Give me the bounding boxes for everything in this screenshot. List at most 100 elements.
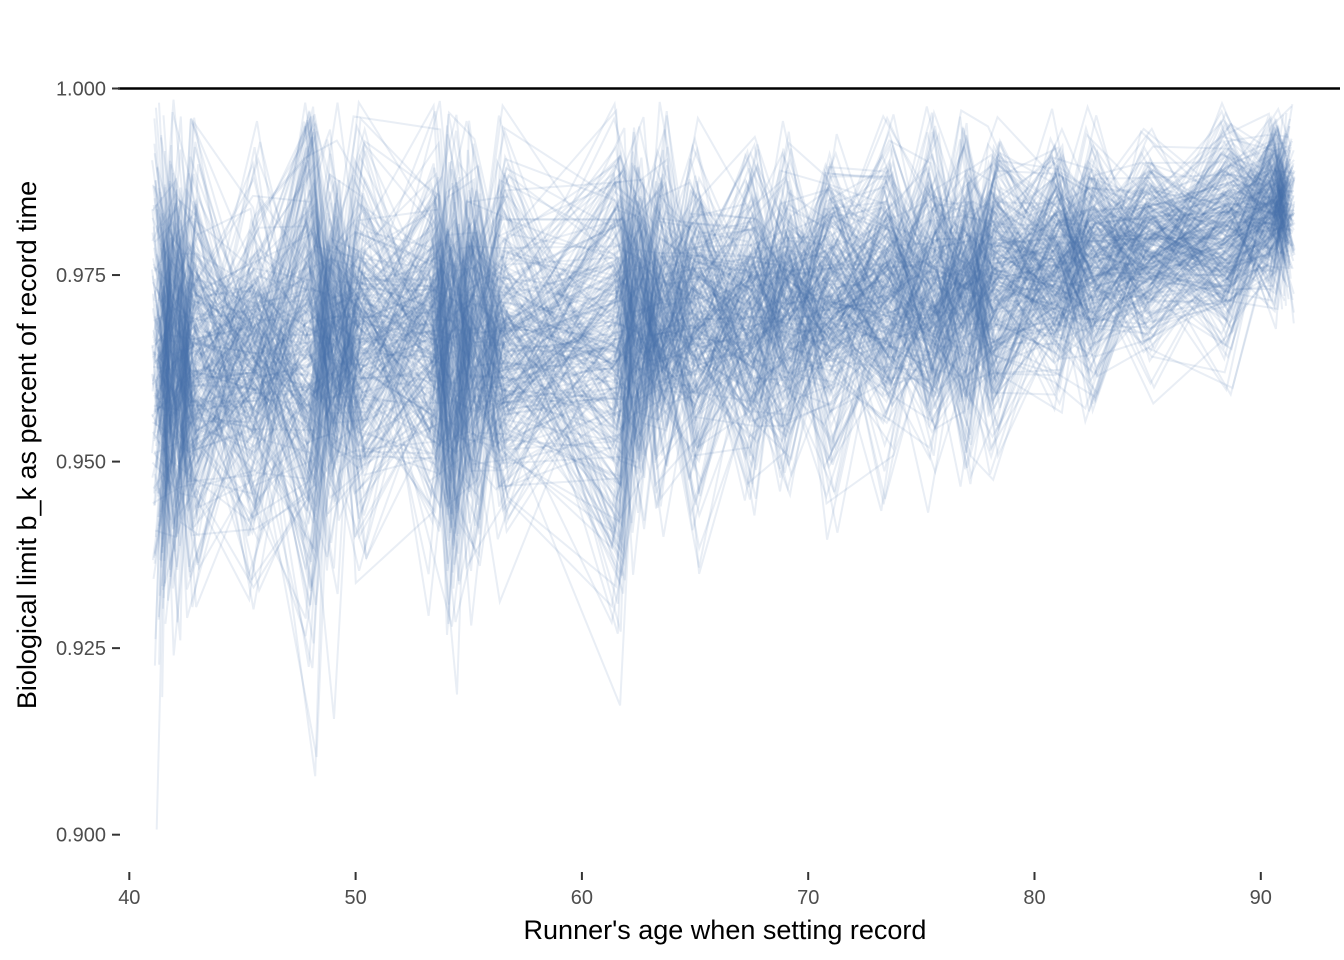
series-line (161, 153, 1290, 590)
series-line (162, 103, 1287, 497)
series-line (162, 122, 1291, 480)
series-line (152, 159, 1284, 464)
series-line (159, 166, 1284, 491)
series-line (154, 172, 1296, 541)
series-line (162, 135, 1294, 513)
series-line (163, 175, 1286, 507)
series-line (152, 134, 1290, 526)
series-line (159, 108, 1283, 544)
series-line (160, 168, 1288, 514)
series-line (154, 161, 1294, 513)
series-line (161, 138, 1284, 499)
series-line (154, 160, 1291, 485)
series-line (156, 139, 1284, 494)
series-line (158, 151, 1295, 526)
series-line (163, 158, 1289, 558)
series-line (157, 151, 1290, 528)
series-line (164, 138, 1286, 546)
series-line (162, 183, 1293, 530)
series-line (160, 153, 1284, 457)
series-line (161, 146, 1285, 553)
series-line (151, 131, 1286, 481)
series-line (161, 136, 1292, 587)
series-line (159, 140, 1286, 467)
series-line (162, 175, 1289, 601)
series-line (160, 122, 1285, 436)
series-line (160, 119, 1288, 422)
series-line (156, 108, 1286, 468)
series-line (163, 156, 1286, 526)
series-line (161, 191, 1291, 478)
y-tick-label: 1.000 (56, 79, 106, 101)
series-line (164, 115, 1294, 546)
series-line (152, 185, 1287, 486)
series-line (164, 180, 1283, 609)
series-line (153, 146, 1283, 442)
series-line (161, 112, 1285, 553)
series-line (163, 116, 1293, 516)
series-line (152, 132, 1287, 695)
series-line (161, 139, 1287, 534)
series-line (161, 127, 1291, 455)
series-line (159, 202, 1284, 525)
series-line (157, 139, 1293, 477)
series-line (160, 115, 1283, 436)
series-line (162, 118, 1291, 595)
series-line (163, 173, 1290, 500)
series-line (163, 119, 1294, 559)
series-line (163, 148, 1286, 430)
series-line (164, 115, 1292, 485)
series-line (153, 163, 1283, 443)
series-line (155, 195, 1295, 481)
series-line (154, 162, 1292, 522)
series-line (155, 169, 1295, 556)
series-line (151, 147, 1291, 534)
series-line (154, 139, 1291, 477)
series-line (157, 147, 1288, 777)
series-line (153, 153, 1287, 500)
series-line (153, 189, 1287, 444)
series-line (154, 172, 1296, 482)
series-line (153, 100, 1292, 573)
series-line (152, 160, 1295, 484)
series-line (159, 153, 1296, 594)
series-line (163, 174, 1288, 503)
series-line (158, 147, 1286, 476)
series-line (152, 169, 1289, 519)
series-line (159, 117, 1293, 467)
series-line (156, 173, 1283, 616)
series-line (162, 118, 1292, 719)
series-line (163, 127, 1294, 669)
series-line (154, 144, 1291, 539)
series-line (163, 100, 1283, 525)
series-line (153, 116, 1291, 585)
series-line (156, 145, 1289, 444)
series-line (153, 185, 1286, 552)
series-line (153, 114, 1290, 542)
series-line (156, 150, 1288, 475)
series-line (152, 142, 1286, 540)
series-line (164, 149, 1285, 501)
series-line (151, 147, 1289, 465)
series-line (156, 110, 1289, 429)
series-line (154, 185, 1293, 502)
series-line (151, 133, 1289, 468)
series-line (158, 179, 1288, 526)
series-line (158, 149, 1292, 470)
series-line (157, 129, 1293, 532)
series-line (163, 111, 1292, 420)
series-line (164, 144, 1296, 625)
series-line (155, 185, 1294, 589)
series-line (153, 126, 1285, 467)
series-line (153, 118, 1291, 564)
y-tick-label: 0.950 (56, 452, 106, 474)
series-line (159, 121, 1295, 502)
series-line (160, 170, 1288, 509)
series-line (151, 172, 1284, 564)
series-line (163, 114, 1289, 587)
series-line (155, 125, 1284, 571)
series-line (162, 141, 1287, 477)
series-line (161, 145, 1291, 512)
x-tick-label: 60 (571, 887, 593, 909)
